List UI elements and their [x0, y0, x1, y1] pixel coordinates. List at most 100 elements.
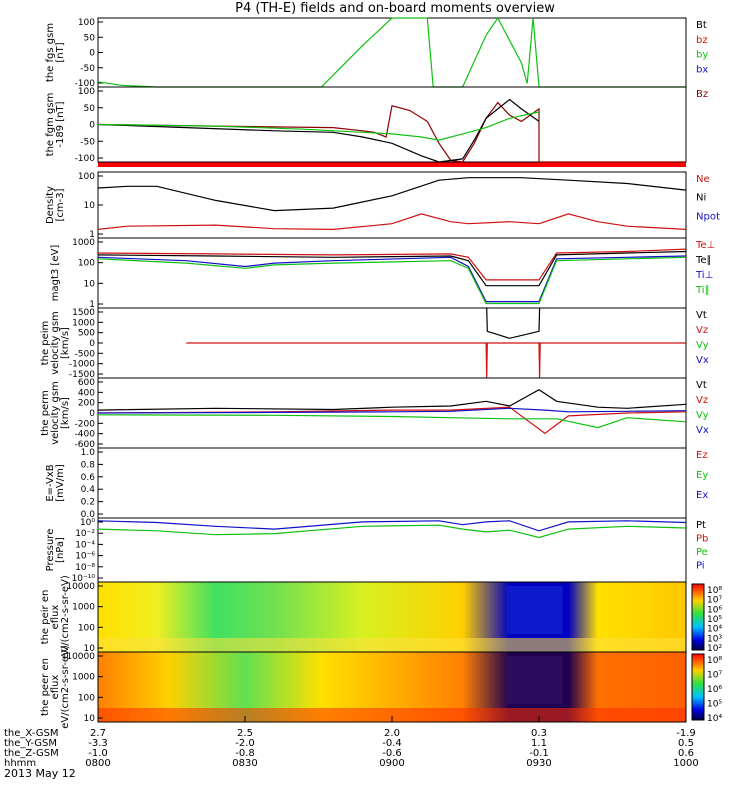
legend-label: Vt [696, 380, 707, 391]
y-tick-label: 1000 [72, 603, 95, 613]
series-line [97, 101, 686, 163]
x-tick-label: -0.6 [382, 748, 402, 759]
y-tick-label: 1000 [72, 673, 95, 683]
series-line [97, 520, 687, 532]
series-line [97, 177, 687, 212]
x-row-label: the_X-GSM [4, 728, 58, 739]
y-axis-label: velocity gsm [50, 311, 61, 375]
y-tick-label: 1 [89, 230, 95, 240]
y-tick-label: 10 [84, 644, 96, 654]
y-tick-label: 100 [78, 693, 95, 703]
y-tick-label: 10⁻⁴ [75, 540, 95, 550]
series-line [186, 342, 686, 379]
legend-label: by [696, 50, 708, 61]
series-line [97, 407, 687, 414]
legend-label: Ti∥ [695, 285, 710, 296]
colorbar-tick-label: 10⁸ [707, 586, 722, 596]
x-tick-label: 1000 [673, 758, 698, 769]
date-label: 2013 May 12 [4, 767, 76, 780]
colorbar [691, 583, 705, 651]
legend-label: Te∥ [695, 255, 712, 266]
legend-label: Vz [696, 325, 708, 336]
y-tick-label: -1500 [69, 370, 95, 380]
y-axis-label: the fgm gsm [45, 93, 56, 157]
heatmap-gap-region [506, 586, 563, 634]
heatmap-gap-region [506, 656, 563, 704]
y-axis-label: the peer en [40, 658, 51, 716]
series-line [97, 255, 687, 303]
y-tick-label: 0 [89, 49, 95, 59]
legend-label: Vy [696, 340, 709, 351]
y-tick-label: 100 [78, 623, 95, 633]
legend-label: Ez [696, 450, 708, 461]
y-axis-label: the fgs gsm [45, 23, 56, 82]
x-tick-label: -1.9 [676, 728, 696, 739]
y-tick-label: 200 [78, 399, 95, 409]
colorbar-tick-label: 10² [707, 644, 722, 654]
y-axis-label: [nT] [55, 42, 66, 62]
series-line [97, 256, 687, 305]
y-tick-label: -100 [75, 154, 96, 164]
series-line [97, 250, 687, 287]
heatmap-low-energy-band [98, 638, 686, 652]
y-tick-label: 400 [78, 388, 95, 398]
colorbar-tick-label: 10⁷ [707, 671, 722, 681]
x-row-label: the_Z-GSM [4, 748, 59, 759]
y-axis-label: eV/(cm2-s-sr-eV) [60, 645, 71, 729]
y-axis-label: the peir en [40, 590, 51, 645]
y-tick-label: 10 [84, 201, 96, 211]
y-axis-label: eflux [50, 675, 61, 700]
y-tick-label: 0 [89, 339, 95, 349]
x-tick-label: -0.4 [382, 738, 402, 749]
y-tick-label: 50 [84, 104, 96, 114]
x-tick-label: 2.5 [237, 728, 253, 739]
x-tick-label: 2.7 [90, 728, 106, 739]
x-row-label: the_Y-GSM [4, 738, 57, 749]
legend-label: Ti⊥ [695, 270, 713, 281]
x-row-label: hhmm [4, 758, 36, 769]
separator-bar [98, 162, 686, 167]
x-tick-label: 0900 [379, 758, 404, 769]
y-axis-label: eflux [50, 605, 61, 630]
legend-label: Vx [696, 355, 709, 366]
legend-label: Vz [696, 395, 708, 406]
y-axis-label: E=-VxB [45, 464, 56, 501]
y-tick-label: 10⁻⁶ [75, 552, 95, 562]
y-tick-label: 0 [89, 121, 95, 131]
legend-label: bz [696, 35, 708, 46]
x-tick-label: -0.8 [235, 748, 255, 759]
x-tick-label: -3.3 [88, 738, 108, 749]
series-line [97, 16, 686, 88]
y-tick-label: 0.8 [81, 460, 96, 470]
y-tick-label: 0.2 [81, 498, 95, 508]
legend-label: Pi [696, 561, 705, 572]
y-tick-label: -100 [75, 79, 96, 89]
legend-label: Vt [696, 310, 707, 321]
colorbar-tick-label: 10⁷ [707, 596, 722, 606]
y-axis-label: [km/s] [60, 327, 71, 359]
y-tick-label: 0 [89, 409, 95, 419]
series-line [97, 388, 687, 411]
y-axis-label: [cm-3] [55, 188, 66, 221]
colorbar-tick-label: 10⁶ [707, 605, 722, 615]
panel-frame [97, 237, 687, 309]
x-tick-label: 0800 [85, 758, 110, 769]
series-line [97, 248, 687, 281]
y-axis-label: Density [45, 186, 56, 224]
legend-label: bx [696, 64, 708, 75]
x-tick-label: 0930 [526, 758, 551, 769]
y-tick-label: 10000 [66, 582, 95, 592]
y-axis-label: the perm [40, 390, 51, 436]
y-tick-label: -400 [75, 430, 96, 440]
y-tick-label: 500 [78, 329, 95, 339]
legend-label: Vy [696, 410, 709, 421]
y-tick-label: 1000 [72, 238, 95, 248]
y-tick-label: 1500 [72, 308, 95, 318]
series-line [486, 307, 541, 339]
legend-label: Te⊥ [695, 240, 715, 251]
legend-label: Bz [696, 89, 708, 100]
colorbar [691, 653, 705, 721]
y-axis-label: -189 [nT] [55, 101, 66, 147]
